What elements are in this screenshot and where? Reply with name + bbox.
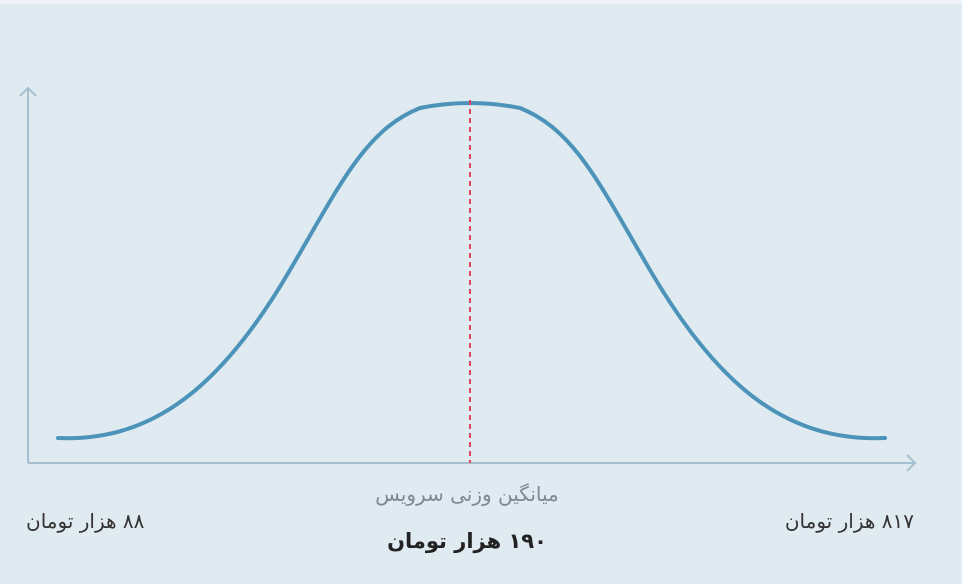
mean-caption: میانگین وزنی سرویس bbox=[375, 482, 559, 506]
x-arrow bbox=[906, 454, 917, 472]
mean-value: ۱۹۰ هزار تومان bbox=[387, 529, 547, 553]
bell-curve bbox=[56, 101, 887, 441]
y-arrow bbox=[19, 86, 37, 97]
top-strip bbox=[0, 0, 962, 4]
min-label: ۸۸ هزار تومان bbox=[26, 509, 145, 533]
max-label: ۸۱۷ هزار تومان bbox=[784, 509, 914, 533]
